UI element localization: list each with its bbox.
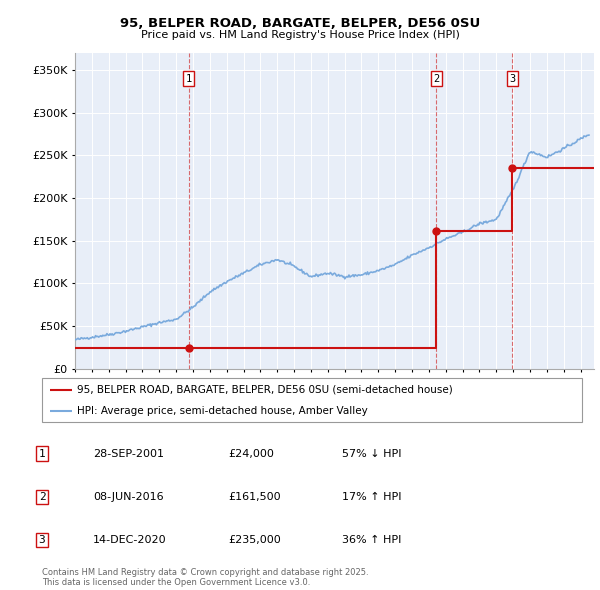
Text: £161,500: £161,500 — [228, 492, 281, 502]
Text: 1: 1 — [185, 74, 192, 84]
Text: 3: 3 — [509, 74, 515, 84]
FancyBboxPatch shape — [42, 378, 582, 422]
Text: 2: 2 — [38, 492, 46, 502]
Text: 28-SEP-2001: 28-SEP-2001 — [93, 449, 164, 458]
Text: 17% ↑ HPI: 17% ↑ HPI — [342, 492, 401, 502]
Text: 3: 3 — [38, 535, 46, 545]
Text: 95, BELPER ROAD, BARGATE, BELPER, DE56 0SU: 95, BELPER ROAD, BARGATE, BELPER, DE56 0… — [120, 17, 480, 30]
Text: 36% ↑ HPI: 36% ↑ HPI — [342, 535, 401, 545]
Text: 08-JUN-2016: 08-JUN-2016 — [93, 492, 164, 502]
Text: Contains HM Land Registry data © Crown copyright and database right 2025.
This d: Contains HM Land Registry data © Crown c… — [42, 568, 368, 587]
Text: 57% ↓ HPI: 57% ↓ HPI — [342, 449, 401, 458]
Text: £235,000: £235,000 — [228, 535, 281, 545]
Text: 1: 1 — [38, 449, 46, 458]
Text: Price paid vs. HM Land Registry's House Price Index (HPI): Price paid vs. HM Land Registry's House … — [140, 30, 460, 40]
Text: HPI: Average price, semi-detached house, Amber Valley: HPI: Average price, semi-detached house,… — [77, 406, 368, 416]
Text: £24,000: £24,000 — [228, 449, 274, 458]
Text: 14-DEC-2020: 14-DEC-2020 — [93, 535, 167, 545]
Text: 2: 2 — [433, 74, 439, 84]
Text: 95, BELPER ROAD, BARGATE, BELPER, DE56 0SU (semi-detached house): 95, BELPER ROAD, BARGATE, BELPER, DE56 0… — [77, 385, 453, 395]
